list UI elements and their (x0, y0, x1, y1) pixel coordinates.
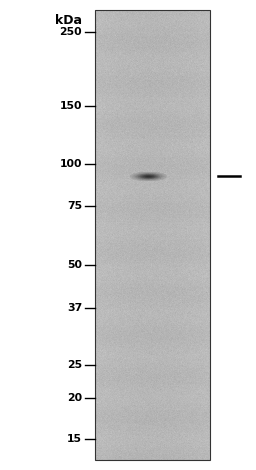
Text: kDa: kDa (55, 14, 81, 26)
Text: 100: 100 (59, 159, 82, 169)
Text: 150: 150 (59, 101, 82, 110)
Text: 20: 20 (67, 392, 82, 403)
Text: 250: 250 (59, 26, 82, 37)
Bar (95, 10, 210, 460)
Text: 15: 15 (67, 434, 82, 444)
Text: 37: 37 (67, 304, 82, 313)
Text: 75: 75 (67, 201, 82, 211)
Text: 25: 25 (67, 360, 82, 370)
Text: 50: 50 (67, 260, 82, 270)
